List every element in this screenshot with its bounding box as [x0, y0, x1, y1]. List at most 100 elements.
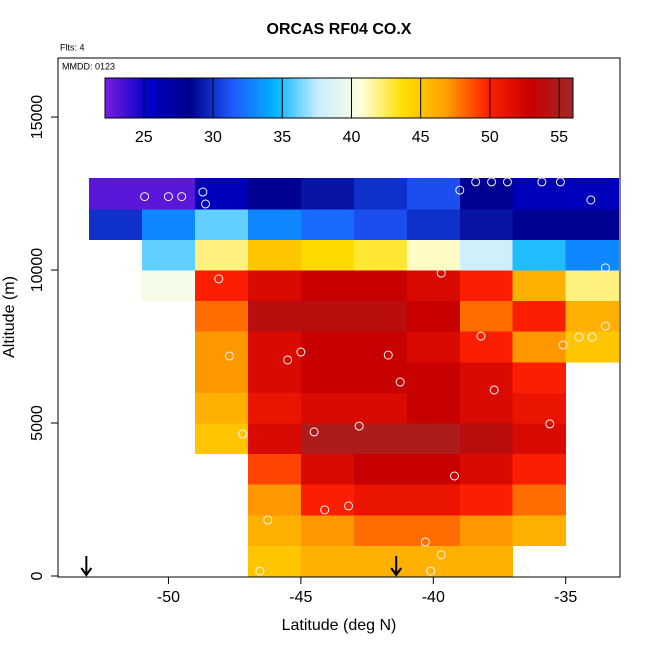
heatmap-cell: [406, 361, 461, 393]
sample-point: [309, 427, 319, 437]
heatmap-cell: [247, 270, 302, 302]
heatmap-cell: [406, 270, 461, 302]
heatmap-cell: [194, 423, 249, 455]
sample-point: [201, 199, 211, 209]
sample-point: [177, 192, 187, 202]
colorbar-tick-label: 55: [550, 129, 568, 146]
heatmap-cell: [512, 514, 567, 546]
heatmap-cell: [512, 361, 567, 393]
heatmap-cell: [247, 484, 302, 516]
sample-point: [587, 332, 597, 342]
heatmap-cell: [353, 392, 408, 424]
heatmap-cell: [459, 514, 514, 546]
sample-point: [502, 177, 512, 187]
y-axis-label: Altitude (m): [1, 276, 18, 358]
heatmap-cell: [565, 270, 620, 302]
heatmap-cell: [459, 545, 514, 577]
sample-point: [383, 350, 393, 360]
sample-point: [296, 347, 306, 357]
heatmap-cell: [353, 361, 408, 393]
heatmap-cell: [406, 545, 461, 577]
flight-arrow: [80, 556, 93, 577]
plot-frame: [57, 57, 621, 578]
heatmap-cell: [512, 270, 567, 302]
heatmap-cell: [300, 331, 355, 363]
heatmap-cell: [300, 239, 355, 271]
heatmap-cell: [512, 453, 567, 485]
heatmap-cell: [459, 392, 514, 424]
sample-point: [520, 566, 530, 576]
heatmap-cell: [194, 270, 249, 302]
heatmap-cell: [247, 300, 302, 332]
sample-point: [600, 263, 610, 273]
heatmap-cell: [88, 178, 143, 210]
chart-title: ORCAS RF04 CO.X: [267, 21, 412, 38]
heatmap-cell: [406, 392, 461, 424]
sample-point: [426, 566, 436, 576]
sample-point: [455, 185, 465, 195]
sample-point: [516, 547, 526, 557]
heatmap-cell: [194, 239, 249, 271]
heatmap-cell: [353, 484, 408, 516]
x-tick-label: -35: [554, 589, 577, 606]
heatmap-cell: [353, 208, 408, 240]
y-tick-label: 10000: [29, 248, 46, 293]
heatmap-cell: [247, 239, 302, 271]
heatmap-cell: [565, 178, 620, 210]
heatmap-cell: [459, 484, 514, 516]
heatmap-cell: [300, 453, 355, 485]
heatmap-cell: [247, 392, 302, 424]
sample-point: [449, 471, 459, 481]
sample-point: [320, 505, 330, 515]
heatmap-cell: [353, 331, 408, 363]
heatmap-cell: [247, 453, 302, 485]
heatmap-cell: [406, 423, 461, 455]
sample-point: [558, 340, 568, 350]
heatmap-cell: [247, 514, 302, 546]
heatmap-cell: [512, 423, 567, 455]
colorbar-tick-label: 25: [135, 129, 153, 146]
heatmap-cell: [459, 239, 514, 271]
sample-point: [600, 321, 610, 331]
heatmap-cell: [300, 392, 355, 424]
x-tick-label: -40: [422, 589, 445, 606]
heatmap-cell: [300, 361, 355, 393]
y-tick-label: 0: [29, 571, 46, 580]
date-note: MMDD: 0123: [62, 61, 115, 71]
sample-point: [537, 177, 547, 187]
sample-point: [395, 377, 405, 387]
heatmap-cell: [406, 208, 461, 240]
heatmap-cell: [88, 208, 143, 240]
heatmap-cell: [300, 208, 355, 240]
sample-point: [263, 515, 273, 525]
heatmap-cell: [406, 484, 461, 516]
heatmap-cell: [353, 270, 408, 302]
heatmap-cell: [406, 331, 461, 363]
heatmap-cell: [406, 300, 461, 332]
heatmap-cell: [512, 392, 567, 424]
heatmap-cell: [565, 300, 620, 332]
sample-point: [140, 192, 150, 202]
sample-point: [255, 566, 265, 576]
heatmap-cell: [353, 514, 408, 546]
heatmap-cell: [512, 331, 567, 363]
heatmap-cell: [459, 453, 514, 485]
heatmap-cell: [300, 514, 355, 546]
sample-point: [238, 429, 248, 439]
heatmap-cell: [459, 208, 514, 240]
heatmap-cell: [194, 331, 249, 363]
heatmap-cell: [459, 423, 514, 455]
heatmap-cell: [353, 239, 408, 271]
x-tick-label: -45: [289, 589, 312, 606]
heatmap-cell: [247, 423, 302, 455]
heatmap-cell: [247, 178, 302, 210]
sample-point: [545, 419, 555, 429]
sample-point: [436, 550, 446, 560]
heatmap-cell: [247, 545, 302, 577]
sample-point: [476, 331, 486, 341]
heatmap-cell: [300, 270, 355, 302]
flights-note: Flts: 4: [60, 42, 85, 52]
heatmap-cell: [406, 178, 461, 210]
heatmap-cell: [406, 239, 461, 271]
